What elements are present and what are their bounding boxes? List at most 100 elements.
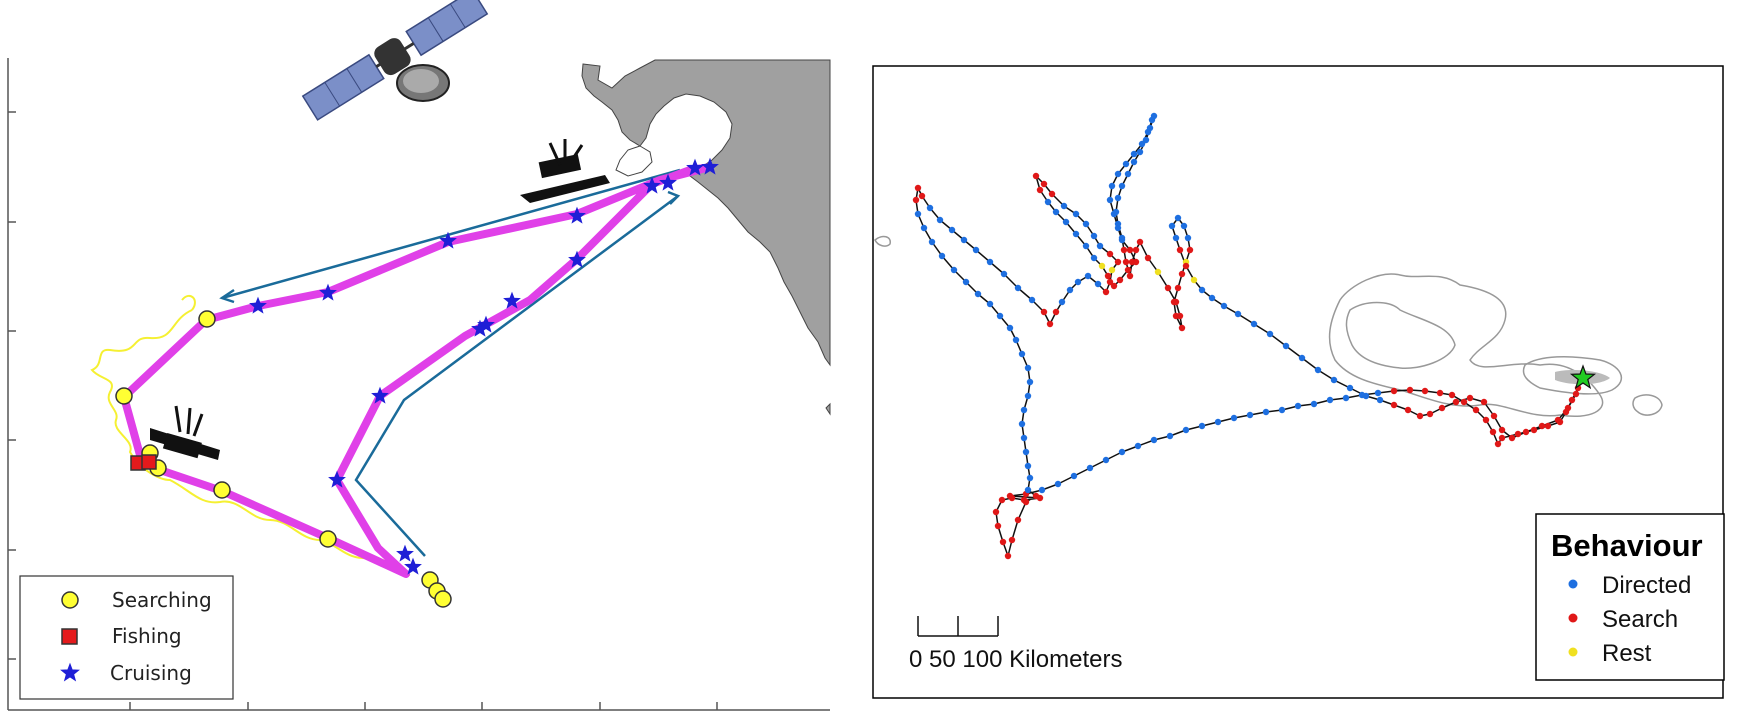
- track-point: [1130, 158, 1138, 166]
- track-point: [1421, 387, 1429, 395]
- track-point: [1024, 462, 1032, 470]
- track-point: [998, 496, 1006, 504]
- track-point: [1128, 258, 1136, 266]
- legend-fishing-label: Fishing: [112, 624, 182, 648]
- track-point: [1014, 516, 1022, 524]
- track-point: [1178, 324, 1186, 332]
- track-point: [972, 246, 980, 254]
- track-point: [1114, 194, 1122, 202]
- track-point: [1466, 394, 1474, 402]
- searching-markers: [115, 310, 452, 608]
- track-point: [1124, 170, 1132, 178]
- cruising-point: [503, 291, 521, 309]
- track-point: [1234, 310, 1242, 318]
- cruising-markers: [249, 157, 719, 575]
- track-point: [1130, 150, 1138, 158]
- track-point: [1060, 202, 1068, 210]
- vessel-track: [120, 163, 713, 578]
- cruising-point: [686, 158, 704, 176]
- track-point: [1298, 354, 1306, 362]
- left-legend: Searching Fishing Cruising: [19, 575, 234, 700]
- track-point: [1198, 422, 1206, 430]
- track-points: [912, 112, 1587, 560]
- track-point: [1480, 398, 1488, 406]
- track-point: [926, 204, 934, 212]
- coastline-east: [1522, 355, 1623, 395]
- track-point: [1136, 148, 1144, 156]
- track-point: [1182, 426, 1190, 434]
- track-point: [948, 226, 956, 234]
- track-point: [992, 508, 1000, 516]
- track-point: [1118, 448, 1126, 456]
- legend-directed-label: Directed: [1602, 572, 1691, 599]
- track-point: [1508, 434, 1516, 442]
- track-point: [1342, 394, 1350, 402]
- track-point: [1024, 486, 1032, 494]
- searching-point: [115, 387, 133, 405]
- legend-cruising-marker: [60, 662, 80, 682]
- track-point: [1132, 246, 1140, 254]
- fishing-markers: [130, 454, 157, 471]
- track-point: [1014, 284, 1022, 292]
- track-point: [1126, 246, 1134, 254]
- fishing-boat-icon: [520, 139, 610, 203]
- track-point: [1294, 402, 1302, 410]
- track-point: [1282, 342, 1290, 350]
- track-point: [1044, 198, 1052, 206]
- track-point: [1538, 422, 1546, 430]
- track-point: [1096, 242, 1104, 250]
- track-point: [1084, 272, 1092, 280]
- track-point: [1220, 302, 1228, 310]
- track-point: [920, 224, 928, 232]
- track-point: [1472, 406, 1480, 414]
- searching-point: [319, 530, 337, 548]
- track-point: [1490, 412, 1498, 420]
- track-point: [1008, 494, 1016, 502]
- track-point: [1172, 312, 1180, 320]
- track-point: [974, 290, 982, 298]
- track-point: [1018, 350, 1026, 358]
- track-point: [1082, 242, 1090, 250]
- track-point: [1436, 389, 1444, 397]
- searching-point: [213, 481, 231, 499]
- track-point: [1122, 160, 1130, 168]
- searching-point: [434, 590, 452, 608]
- track-point: [962, 278, 970, 286]
- track-point: [1498, 426, 1506, 434]
- legend-rest-label: Rest: [1602, 640, 1652, 667]
- track-point: [1330, 376, 1338, 384]
- track-point: [1416, 412, 1424, 420]
- track-point: [1170, 298, 1178, 306]
- track-point: [1346, 384, 1354, 392]
- track-point: [1438, 404, 1446, 412]
- legend-searching-label: Searching: [112, 588, 212, 612]
- track-point: [1118, 182, 1126, 190]
- coastline-west-fragment: [874, 235, 891, 247]
- left-axis-ticks: [8, 111, 718, 710]
- track-point: [1134, 442, 1142, 450]
- track-point: [1404, 406, 1412, 414]
- track-point: [1106, 278, 1114, 286]
- track-point: [1250, 320, 1258, 328]
- track-point: [1166, 432, 1174, 440]
- track-point: [1208, 294, 1216, 302]
- track-point: [1198, 286, 1206, 294]
- course-arrows: [219, 168, 681, 557]
- track-point: [1020, 406, 1028, 414]
- track-point: [1120, 246, 1128, 254]
- track-point: [1190, 276, 1198, 284]
- satellite-icon: [301, 0, 489, 121]
- cruising-point: [439, 231, 457, 249]
- legend-title: Behaviour: [1551, 528, 1703, 563]
- legend-search-label: Search: [1602, 606, 1678, 633]
- track-point: [1032, 172, 1040, 180]
- track-point: [1180, 222, 1188, 230]
- legend-directed-marker: [1568, 579, 1578, 589]
- outbound-arrowhead: [667, 190, 681, 205]
- track-point: [938, 252, 946, 260]
- cruising-point: [568, 206, 586, 224]
- track-point: [1082, 220, 1090, 228]
- outbound-arrow: [354, 194, 679, 557]
- cruising-point: [319, 283, 337, 301]
